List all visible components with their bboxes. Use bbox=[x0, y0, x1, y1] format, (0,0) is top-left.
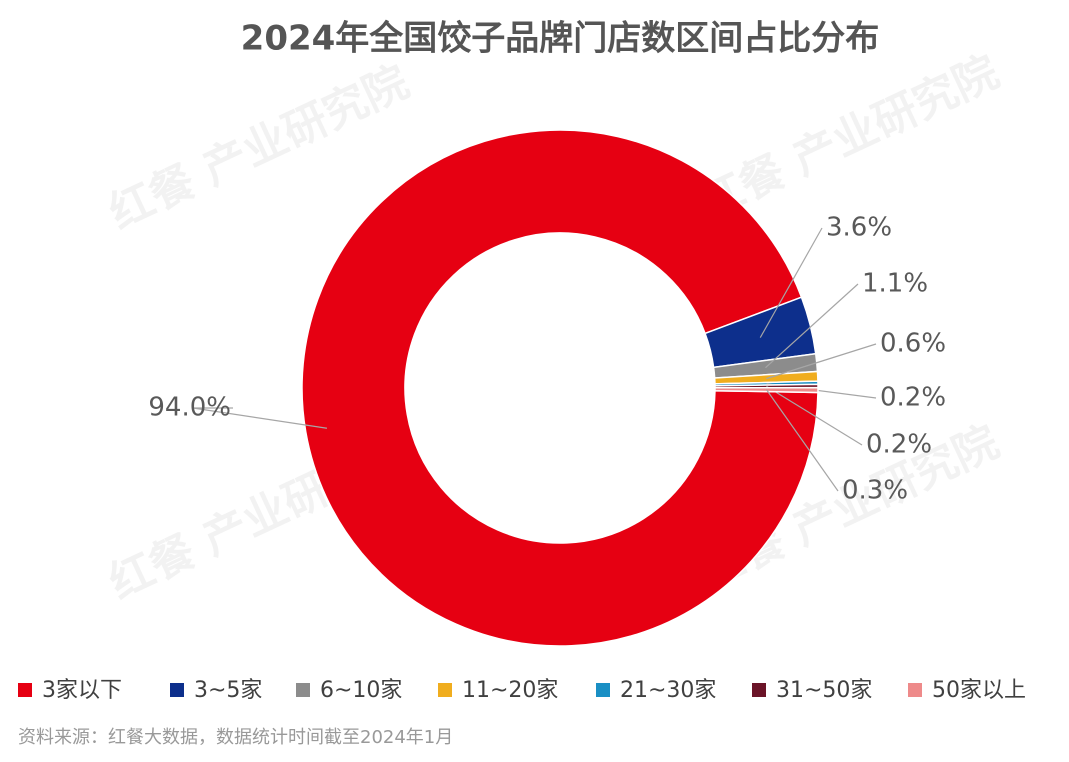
data-label: 0.6% bbox=[880, 329, 946, 359]
watermark: 红餐 产业研究院 bbox=[102, 56, 417, 239]
leader-line bbox=[192, 407, 328, 429]
data-label: 94.0% bbox=[148, 393, 231, 423]
leader-line bbox=[759, 227, 823, 338]
data-label: 3.6% bbox=[826, 213, 892, 243]
data-label: 0.2% bbox=[880, 383, 946, 413]
legend-swatch bbox=[296, 683, 310, 697]
data-label: 1.1% bbox=[862, 269, 928, 299]
source-note: 资料来源：红餐大数据，数据统计时间截至2024年1月 bbox=[18, 727, 453, 748]
legend-swatch bbox=[752, 683, 766, 697]
data-label: 0.2% bbox=[866, 430, 932, 460]
legend-label: 50家以上 bbox=[932, 678, 1026, 703]
legend-swatch bbox=[18, 683, 32, 697]
leader-line bbox=[766, 343, 877, 380]
data-label: 0.3% bbox=[842, 476, 908, 506]
legend-label: 11~20家 bbox=[462, 678, 558, 703]
leader-line bbox=[766, 389, 839, 492]
legend-swatch bbox=[170, 683, 184, 697]
donut-slice bbox=[301, 129, 819, 647]
legend-label: 6~10家 bbox=[320, 678, 402, 703]
leader-line bbox=[765, 283, 859, 369]
legend-label: 3~5家 bbox=[194, 678, 262, 703]
legend-swatch bbox=[596, 683, 610, 697]
legend-label: 3家以下 bbox=[42, 678, 122, 703]
legend-label: 21~30家 bbox=[620, 678, 716, 703]
legend-swatch bbox=[908, 683, 922, 697]
leader-line bbox=[766, 385, 863, 446]
legend-swatch bbox=[438, 683, 452, 697]
chart-title: 2024年全国饺子品牌门店数区间占比分布 bbox=[241, 19, 880, 59]
legend-label: 31~50家 bbox=[776, 678, 872, 703]
